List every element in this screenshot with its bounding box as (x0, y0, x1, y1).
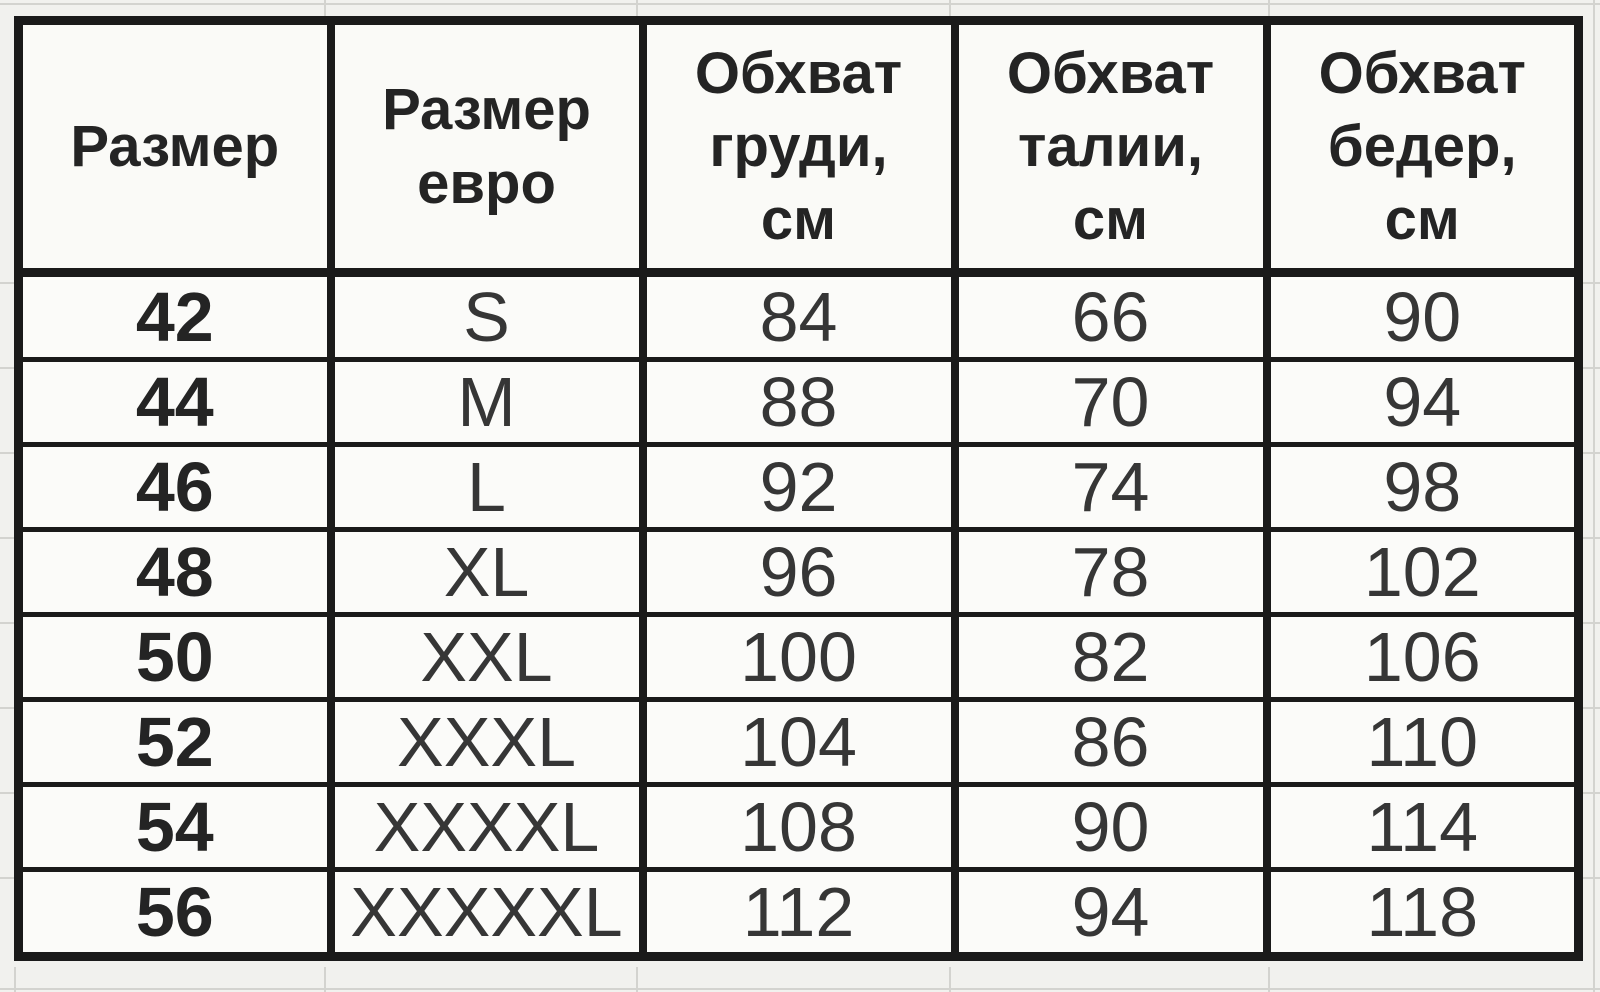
gridline (1268, 967, 1270, 992)
gridline (0, 792, 14, 794)
gridline (1583, 792, 1600, 794)
cell-euro-size: XXXXL (326, 782, 647, 872)
gridline (949, 967, 951, 992)
cell-hips: 106 (1262, 612, 1583, 702)
table-row: 52 XXXL 104 86 110 (14, 697, 1583, 787)
cell-hips: 118 (1262, 867, 1583, 959)
gridline (0, 3, 1600, 5)
cell-waist: 78 (950, 527, 1271, 617)
gridline (1583, 282, 1600, 284)
cell-chest: 112 (638, 867, 959, 959)
cell-euro-size: XXL (326, 612, 647, 702)
cell-waist: 66 (950, 270, 1271, 362)
cell-chest: 104 (638, 697, 959, 787)
cell-euro-size: XL (326, 527, 647, 617)
cell-hips: 102 (1262, 527, 1583, 617)
table-row: 48 XL 96 78 102 (14, 527, 1583, 617)
cell-size: 50 (14, 612, 335, 702)
header-euro-size: Размер евро (326, 18, 647, 277)
cell-hips: 114 (1262, 782, 1583, 872)
gridline (1268, 0, 1270, 16)
gridline (0, 367, 14, 369)
gridline (1583, 877, 1600, 879)
cell-waist: 70 (950, 357, 1271, 447)
cell-euro-size: L (326, 442, 647, 532)
gridline (0, 877, 14, 879)
cell-chest: 100 (638, 612, 959, 702)
header-hips: Обхват бедер, см (1262, 18, 1583, 277)
gridline (0, 452, 14, 454)
cell-size: 46 (14, 442, 335, 532)
cell-hips: 94 (1262, 357, 1583, 447)
cell-chest: 108 (638, 782, 959, 872)
table-row: 56 XXXXXL 112 94 118 (14, 867, 1583, 959)
cell-chest: 96 (638, 527, 959, 617)
gridline (1593, 0, 1595, 992)
gridline (1583, 367, 1600, 369)
gridline (0, 622, 14, 624)
cell-waist: 94 (950, 867, 1271, 959)
gridline (324, 967, 326, 992)
cell-euro-size: M (326, 357, 647, 447)
table-row: 42 S 84 66 90 (14, 270, 1583, 362)
cell-waist: 74 (950, 442, 1271, 532)
table-row: 44 M 88 70 94 (14, 357, 1583, 447)
gridline (324, 0, 326, 16)
header-size: Размер (14, 18, 335, 277)
header-row: Размер Размер евро Обхват груди, см Обхв… (14, 18, 1583, 277)
table-row: 54 XXXXL 108 90 114 (14, 782, 1583, 872)
cell-chest: 88 (638, 357, 959, 447)
gridline (0, 282, 14, 284)
cell-euro-size: S (326, 270, 647, 362)
cell-size: 52 (14, 697, 335, 787)
cell-size: 54 (14, 782, 335, 872)
table-row: 50 XXL 100 82 106 (14, 612, 1583, 702)
cell-size: 56 (14, 867, 335, 959)
cell-size: 44 (14, 357, 335, 447)
table-row: 46 L 92 74 98 (14, 442, 1583, 532)
gridline (1583, 452, 1600, 454)
header-waist: Обхват талии, см (950, 18, 1271, 277)
cell-hips: 110 (1262, 697, 1583, 787)
gridline (0, 707, 14, 709)
gridline (636, 967, 638, 992)
cell-hips: 98 (1262, 442, 1583, 532)
cell-euro-size: XXXXXL (326, 867, 647, 959)
cell-hips: 90 (1262, 270, 1583, 362)
gridline (0, 988, 1600, 990)
gridline (1583, 622, 1600, 624)
gridline (949, 0, 951, 16)
cell-waist: 86 (950, 697, 1271, 787)
cell-chest: 92 (638, 442, 959, 532)
cell-size: 48 (14, 527, 335, 617)
gridline (0, 537, 14, 539)
header-chest: Обхват груди, см (638, 18, 959, 277)
gridline (14, 967, 16, 992)
cell-waist: 90 (950, 782, 1271, 872)
size-chart-table: Размер Размер евро Обхват груди, см Обхв… (14, 16, 1583, 961)
gridline (1583, 537, 1600, 539)
cell-waist: 82 (950, 612, 1271, 702)
gridline (1583, 707, 1600, 709)
cell-size: 42 (14, 270, 335, 362)
cell-euro-size: XXXL (326, 697, 647, 787)
gridline (636, 0, 638, 16)
cell-chest: 84 (638, 270, 959, 362)
